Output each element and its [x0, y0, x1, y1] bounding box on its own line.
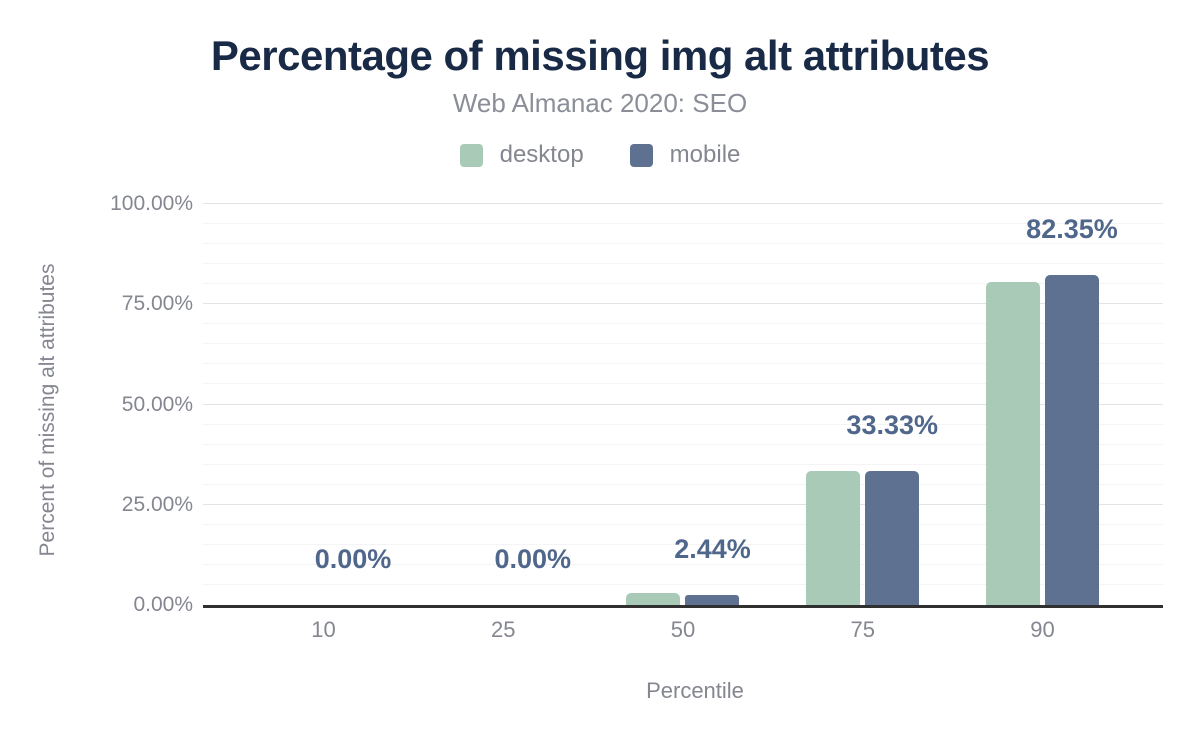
gridline-minor: [203, 323, 1163, 325]
legend-swatch-desktop: [459, 143, 483, 167]
gridline-major: [203, 403, 1163, 405]
gridline-minor: [203, 523, 1163, 525]
gridline-major: [203, 503, 1163, 505]
x-axis-tick-label: 25: [490, 617, 516, 642]
gridline-minor: [203, 563, 1163, 565]
plot-area: 0.00% 0.00% 2.44% 33.33% 82.35%: [203, 203, 1163, 605]
gridline-minor: [203, 463, 1163, 465]
bar-desktop-p50[interactable]: [626, 593, 681, 605]
x-axis-tick-label: 90: [1030, 617, 1055, 642]
bar-value-label: 0.00%: [314, 544, 392, 574]
gridline-minor: [203, 383, 1163, 385]
gridline-minor: [203, 243, 1163, 245]
bar-value-label: 82.35%: [1026, 214, 1118, 244]
gridline-minor: [203, 363, 1163, 365]
x-axis-tick-label: 10: [311, 617, 336, 642]
x-axis-line: [203, 605, 1163, 608]
bar-mobile-p75[interactable]: [865, 471, 920, 605]
legend-item-mobile: mobile: [629, 141, 741, 169]
y-axis-tick-label: 75.00%: [121, 292, 193, 316]
gridline-minor: [203, 423, 1163, 425]
x-axis-tick-label: 75: [850, 617, 875, 642]
bar-value-label: 2.44%: [674, 534, 751, 564]
x-axis-title: Percentile: [646, 678, 744, 703]
bar-mobile-p90[interactable]: [1044, 275, 1099, 605]
bar-desktop-p90[interactable]: [985, 282, 1040, 605]
gridline-minor: [203, 543, 1163, 545]
y-axis-tick-label: 50.00%: [121, 392, 193, 416]
y-axis-tick-label: 100.00%: [110, 192, 193, 215]
bar-value-label: 33.33%: [846, 410, 939, 440]
legend-label-mobile: mobile: [669, 141, 741, 168]
gridline-major: [203, 203, 1163, 204]
chart-title: Percentage of missing img alt attributes: [210, 32, 990, 79]
gridline-minor: [203, 483, 1163, 485]
y-axis-tick-label: 25.00%: [121, 492, 193, 516]
bar-mobile-p50[interactable]: [685, 595, 740, 605]
x-axis-tick-label: 50: [670, 617, 696, 642]
gridline-minor: [203, 263, 1163, 265]
bar-value-label: 0.00%: [494, 544, 571, 574]
gridline-minor: [203, 443, 1163, 445]
gridline-minor: [203, 583, 1163, 585]
legend: desktop mobile: [0, 141, 1200, 169]
gridline-major: [203, 303, 1163, 305]
legend-item-desktop: desktop: [459, 141, 584, 169]
legend-label-desktop: desktop: [499, 141, 584, 168]
legend-swatch-mobile: [629, 143, 653, 167]
chart-subtitle: Web Almanac 2020: SEO: [452, 88, 748, 118]
gridline-minor: [203, 283, 1163, 285]
gridline-minor: [203, 343, 1163, 345]
y-axis-tick-label: 0.00%: [133, 593, 193, 616]
gridline-minor: [203, 223, 1163, 225]
bar-desktop-p75[interactable]: [806, 471, 861, 605]
